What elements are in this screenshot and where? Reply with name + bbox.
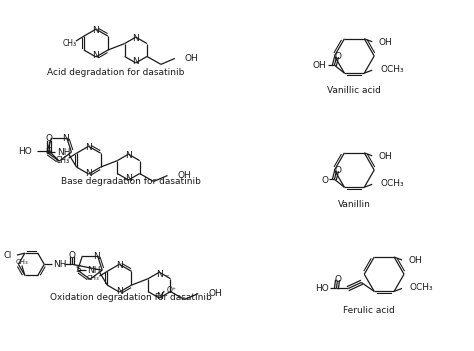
Text: N: N bbox=[85, 168, 92, 178]
Text: OH: OH bbox=[408, 257, 422, 265]
Text: N: N bbox=[116, 261, 123, 270]
Text: NH: NH bbox=[53, 260, 67, 269]
Text: N: N bbox=[85, 143, 92, 152]
Text: Vanillin: Vanillin bbox=[338, 200, 371, 209]
Text: Vanillic acid: Vanillic acid bbox=[328, 86, 381, 95]
Text: N: N bbox=[132, 34, 139, 43]
Text: S: S bbox=[76, 265, 82, 274]
Text: O: O bbox=[335, 275, 342, 284]
Text: O⁺: O⁺ bbox=[166, 286, 176, 294]
Text: Base degradation for dasatinib: Base degradation for dasatinib bbox=[61, 178, 201, 186]
Text: OH: OH bbox=[185, 54, 199, 63]
Text: O: O bbox=[335, 52, 342, 61]
Text: Cl: Cl bbox=[4, 251, 12, 260]
Text: HO: HO bbox=[315, 284, 328, 293]
Text: OH: OH bbox=[313, 61, 327, 70]
Text: Oxidation degradation for dasatinib: Oxidation degradation for dasatinib bbox=[50, 292, 211, 302]
Text: Ferulic acid: Ferulic acid bbox=[343, 306, 395, 316]
Text: N: N bbox=[156, 292, 163, 300]
Text: NH: NH bbox=[88, 266, 101, 275]
Text: N: N bbox=[125, 151, 132, 160]
Text: Acid degradation for dasatinib: Acid degradation for dasatinib bbox=[47, 68, 184, 77]
Text: O: O bbox=[46, 134, 53, 143]
Text: HO: HO bbox=[18, 147, 32, 156]
Text: N: N bbox=[132, 57, 139, 66]
Text: O: O bbox=[69, 251, 75, 260]
Text: S: S bbox=[45, 147, 51, 156]
Text: OH: OH bbox=[378, 38, 392, 47]
Text: OH: OH bbox=[177, 171, 191, 180]
Text: N: N bbox=[116, 287, 123, 296]
Text: OCH₃: OCH₃ bbox=[380, 65, 404, 74]
Text: N: N bbox=[63, 134, 69, 143]
Text: CH₃: CH₃ bbox=[87, 275, 100, 281]
Text: OCH₃: OCH₃ bbox=[380, 179, 404, 188]
Text: O: O bbox=[335, 166, 342, 175]
Text: OCH₃: OCH₃ bbox=[410, 283, 434, 292]
Text: ⁻: ⁻ bbox=[164, 274, 169, 283]
Text: CH₃: CH₃ bbox=[63, 39, 77, 47]
Text: N: N bbox=[93, 252, 100, 261]
Text: OH: OH bbox=[378, 152, 392, 161]
Text: CH₃: CH₃ bbox=[55, 155, 70, 165]
Text: OH: OH bbox=[208, 289, 222, 298]
Text: O: O bbox=[321, 176, 328, 185]
Text: N: N bbox=[125, 174, 132, 183]
Text: CH₃: CH₃ bbox=[16, 259, 28, 265]
Text: NH: NH bbox=[57, 148, 70, 157]
Text: N: N bbox=[156, 270, 163, 279]
Text: N: N bbox=[92, 52, 99, 60]
Text: N: N bbox=[92, 26, 99, 35]
